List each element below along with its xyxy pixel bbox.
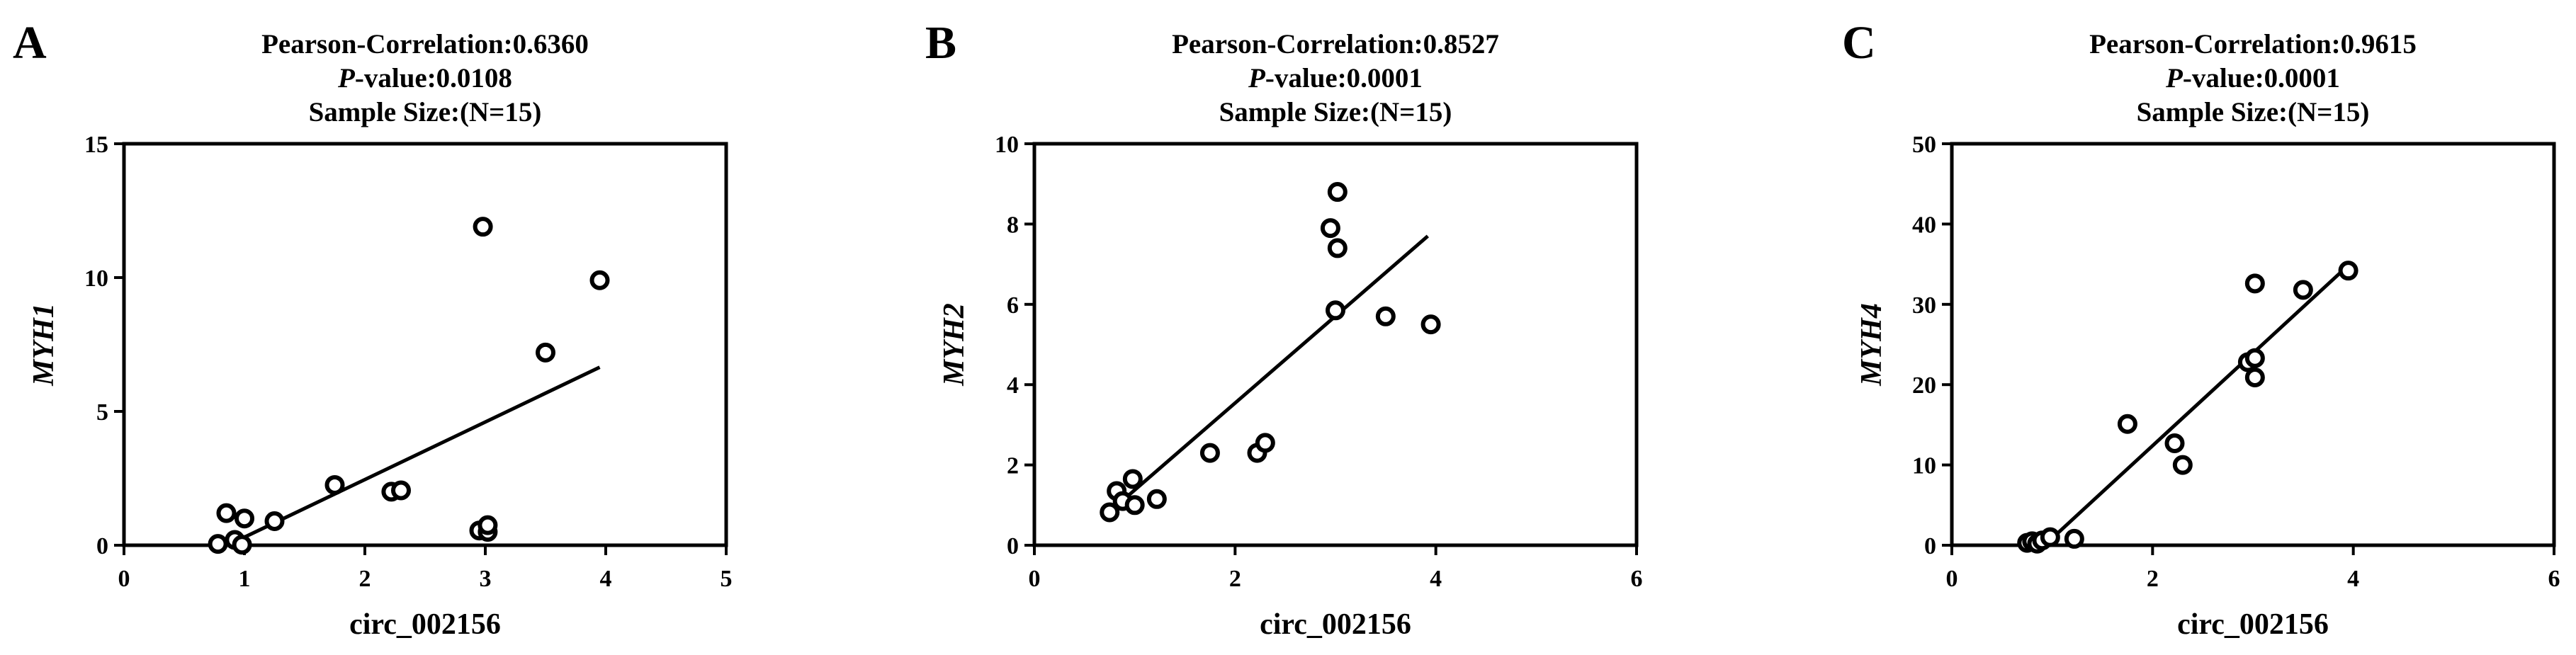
panel-c-x-tick-label: 4 (2347, 566, 2359, 592)
panel-c-x-tick-label: 0 (1946, 566, 1958, 592)
panel-a-y-tick-label: 5 (96, 399, 108, 426)
panel-c-y-tick-label: 30 (1912, 292, 1936, 319)
panel-c-data-point (2338, 261, 2358, 281)
panel-c-title-line-2: P-value:0.0001 (2165, 63, 2340, 93)
panel-c-letter: C (1842, 17, 1876, 69)
panel-a-data-point (208, 534, 228, 554)
panel-a-data-point (536, 342, 555, 363)
panel-c-data-point (2244, 273, 2265, 294)
panel-b-data-point (1326, 300, 1345, 321)
panel-c-title-line-3: Sample Size:(N=15) (2137, 97, 2370, 127)
panel-c-data-point (2117, 414, 2137, 434)
panel-a-data-point (235, 508, 254, 529)
panel-c-data-point (2040, 527, 2060, 547)
panel-c-x-axis-label: circ_002156 (2177, 608, 2329, 641)
panel-c-data-point (2244, 348, 2265, 368)
panel-c-data-point (2244, 367, 2265, 387)
panel-b-y-tick-label: 2 (1007, 453, 1019, 479)
panel-c-title-line-1: Pearson-Correlation:0.9615 (2089, 29, 2417, 59)
panel-b-title-line-2: P-value:0.0001 (1248, 63, 1423, 93)
panel-b-data-point (1122, 469, 1143, 489)
panel-b-data-point (1327, 182, 1348, 203)
panel-a-y-tick-label: 10 (84, 266, 108, 292)
panel-b-x-tick-label: 6 (1631, 566, 1643, 592)
panel-c-plot-frame (1950, 142, 2556, 547)
panel-a-data-point (216, 503, 237, 523)
panel-a-letter: A (13, 17, 47, 69)
panel-c-y-axis-label: MYH4 (1855, 303, 1888, 387)
panel-b-x-axis-label: circ_002156 (1260, 608, 1411, 641)
panel-b-y-tick-label: 10 (995, 132, 1019, 158)
panel-a-y-tick-label: 15 (84, 132, 108, 158)
panel-b-data-point (1199, 443, 1220, 463)
panel-c-y-tick-label: 40 (1912, 212, 1936, 238)
panel-b-x-tick-label: 4 (1430, 566, 1442, 592)
panel-a-x-tick-label: 4 (600, 566, 612, 592)
panel-a-title-line-1: Pearson-Correlation:0.6360 (261, 29, 589, 59)
panel-a-data-point (232, 535, 252, 555)
panel-b-plot-frame (1032, 142, 1639, 547)
panel-c-data-point (2172, 455, 2193, 475)
panel-a-y-axis-label: MYH1 (28, 303, 60, 387)
panel-c-data-point (2064, 528, 2084, 549)
panel-c-data-point (2164, 433, 2185, 453)
panel-a-x-tick-label: 5 (721, 566, 733, 592)
panel-a-x-tick-label: 3 (480, 566, 492, 592)
panel-b-y-tick-label: 4 (1007, 372, 1019, 399)
panel-a-x-tick-label: 2 (359, 566, 371, 592)
panel-a-data-point (589, 270, 610, 290)
panel-a-data-point (264, 511, 285, 531)
panel-b-fit-line (1111, 234, 1429, 511)
panel-b-letter: B (925, 17, 956, 69)
panel-b-data-point (1375, 306, 1396, 326)
panel-a-plot-frame (122, 142, 728, 547)
panel-c-x-tick-label: 6 (2548, 566, 2560, 592)
panel-a-title-line-2: P-value:0.0108 (337, 63, 512, 93)
panel-a-data-point (391, 480, 411, 501)
panel-a-title-line-3: Sample Size:(N=15) (309, 97, 542, 127)
panel-b-data-point (1146, 489, 1167, 509)
panel-c-y-tick-label: 50 (1912, 132, 1936, 158)
panel-c-fit-line (2045, 266, 2347, 545)
panel-c-x-tick-label: 2 (2147, 566, 2159, 592)
panel-b-y-tick-label: 8 (1007, 212, 1019, 238)
panel-c-y-tick-label: 10 (1912, 453, 1936, 479)
panel-b-y-axis-label: MYH2 (938, 303, 971, 387)
panel-b-data-point (1255, 433, 1275, 453)
panel-b-data-point (1124, 495, 1145, 516)
panel-b-data-point (1327, 238, 1348, 258)
panel-a-data-point (324, 474, 345, 495)
panel-a-data-point (473, 217, 493, 237)
panel-b-y-tick-label: 6 (1007, 292, 1019, 319)
panel-a-x-axis-label: circ_002156 (349, 608, 501, 641)
panel-b-y-tick-label: 0 (1007, 533, 1019, 559)
panel-b-title-line-3: Sample Size:(N=15) (1219, 97, 1452, 127)
panel-a-data-point (478, 515, 498, 535)
panel-c-data-point (2293, 280, 2313, 300)
panel-a-y-tick-label: 0 (96, 533, 108, 559)
panel-a-fit-line (243, 365, 601, 539)
panel-b-data-point (1320, 218, 1340, 239)
panel-b-title-line-1: Pearson-Correlation:0.8527 (1172, 29, 1499, 59)
panel-a-x-tick-label: 1 (239, 566, 251, 592)
panel-b-data-point (1420, 314, 1441, 335)
panel-b-x-tick-label: 0 (1029, 566, 1041, 592)
panel-c-y-tick-label: 20 (1912, 372, 1936, 399)
panel-c-y-tick-label: 0 (1924, 533, 1936, 559)
panel-b-x-tick-label: 2 (1229, 566, 1241, 592)
panel-a-x-tick-label: 0 (118, 566, 130, 592)
panel-b-data-point (1100, 502, 1120, 523)
